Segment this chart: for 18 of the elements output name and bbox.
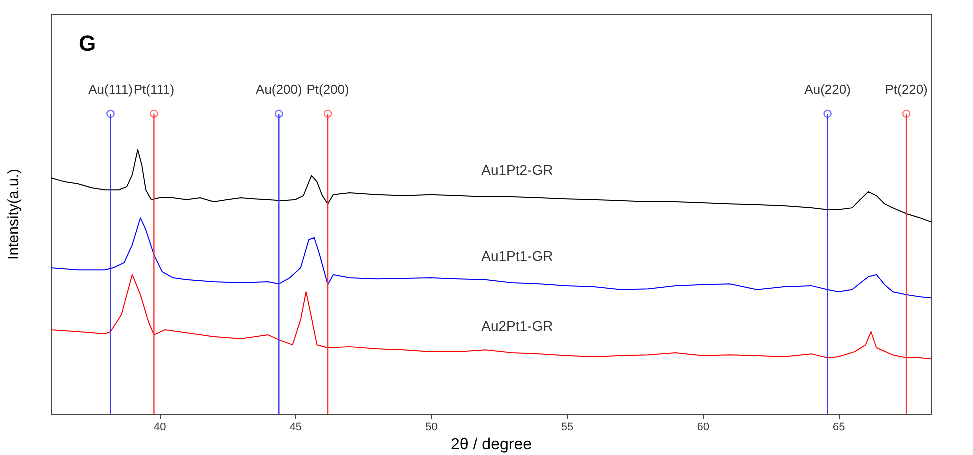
ref-line-label: Au(220)	[804, 82, 851, 97]
x-tick-label: 65	[833, 422, 846, 434]
series-label: Au1Pt1-GR	[482, 248, 554, 264]
x-tick-label: 45	[290, 422, 302, 434]
ref-line-label: Au(111)	[88, 82, 133, 97]
x-tick-label: 60	[697, 422, 710, 434]
x-tick-label: 40	[154, 422, 166, 434]
text: G	[79, 31, 96, 56]
x-tick-label: 55	[561, 422, 574, 434]
ref-line-label: Pt(111)	[134, 82, 175, 97]
ref-line-label: Au(200)	[256, 82, 302, 97]
series-label: Au2Pt1-GR	[482, 318, 554, 334]
ref-line-label: Pt(220)	[885, 82, 928, 97]
x-tick-label: 50	[426, 422, 438, 434]
x-axis-title: 2θ / degree	[451, 436, 532, 454]
series-label: Au1Pt2-GR	[482, 162, 554, 178]
ref-line-label: Pt(200)	[306, 82, 350, 97]
y-axis-title: Intensity(a.u.)	[6, 169, 22, 260]
